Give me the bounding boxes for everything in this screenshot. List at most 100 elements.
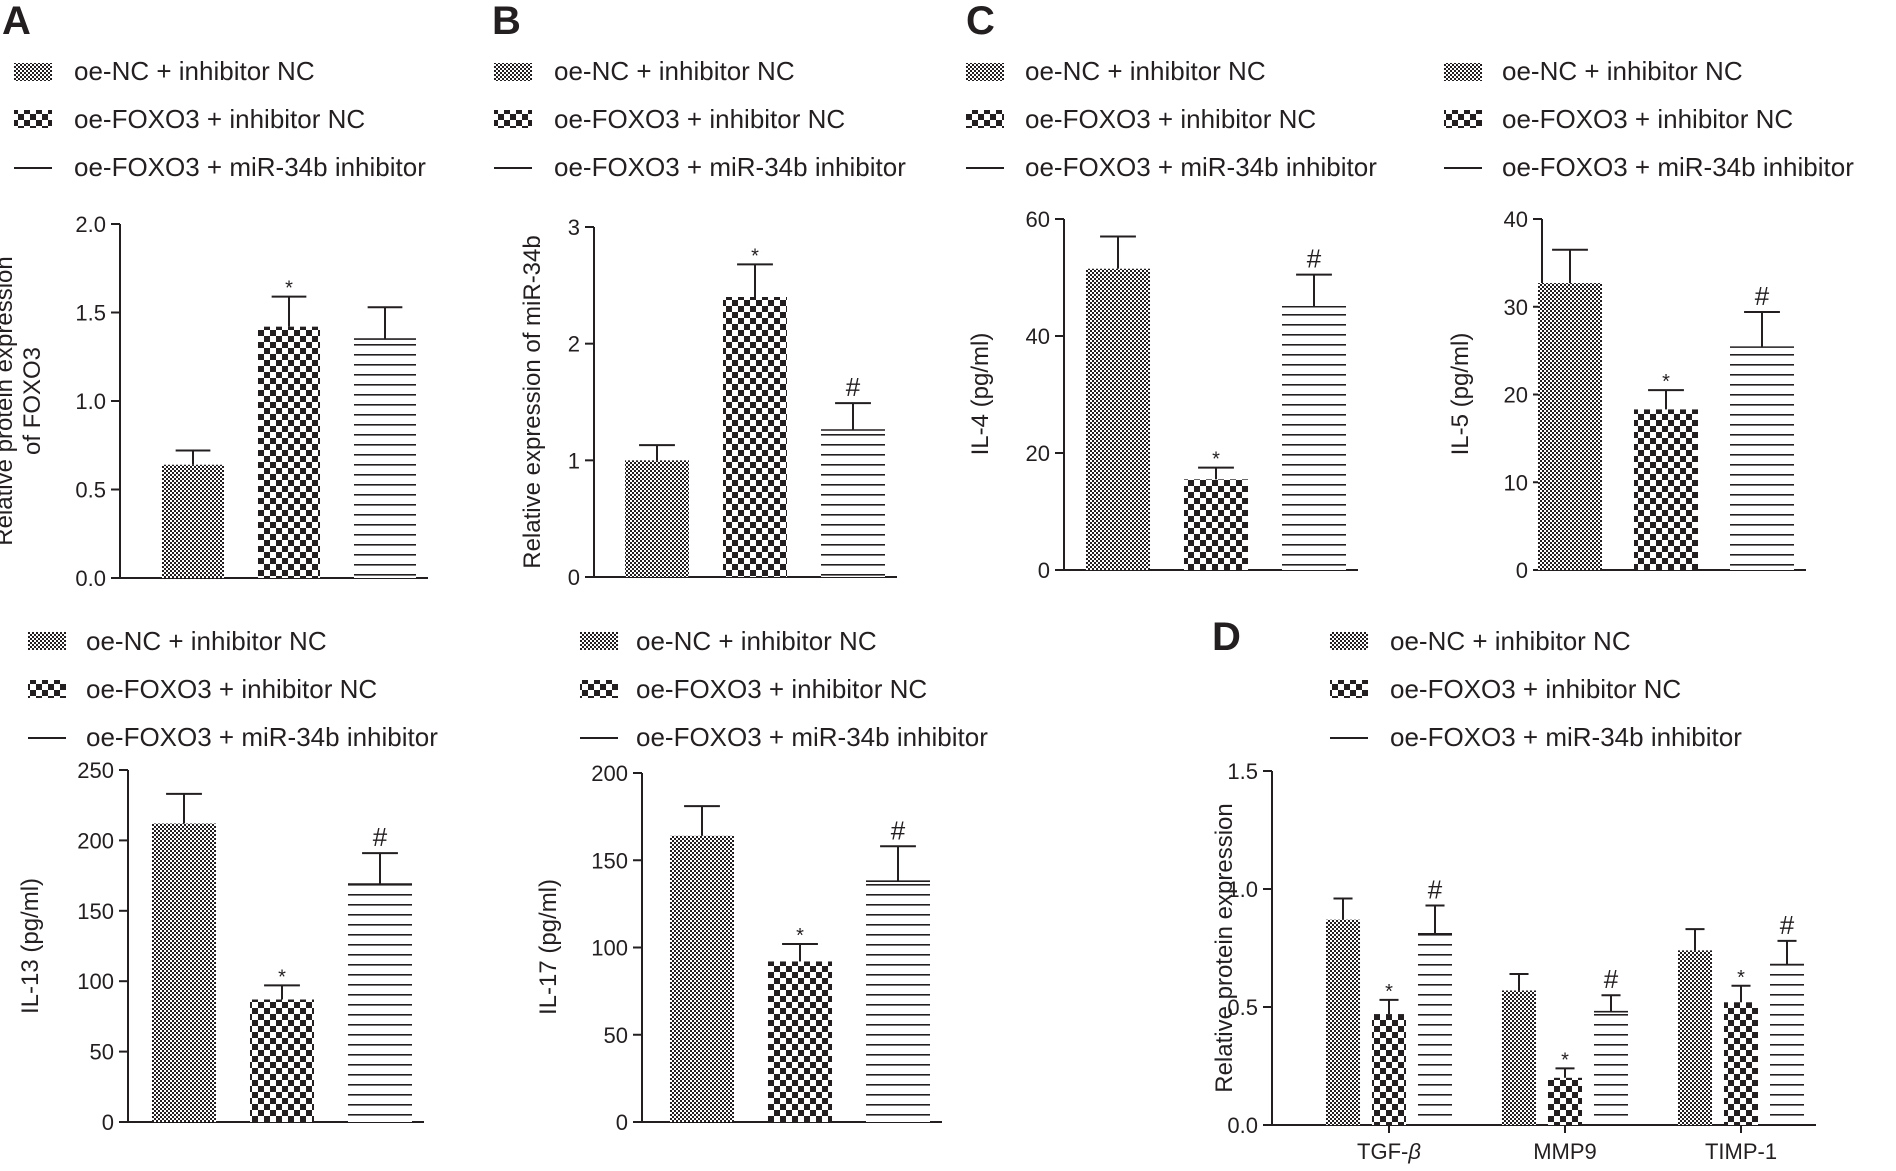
legend-swatch-fine xyxy=(966,63,1004,81)
chart-il17: 0 50 100 150 200 IL-17 (pg/ml) * # xyxy=(535,761,942,1135)
chart-mir34b-expression: 0 1 2 3 Relative expression of miR-34b * # xyxy=(519,215,897,590)
bar xyxy=(1184,479,1248,570)
legend-c-bottom-right: oe-NC + inhibitor NC oe-FOXO3 + inhibito… xyxy=(580,626,988,752)
y-tick-label: 2 xyxy=(568,332,580,357)
significance-hash: # xyxy=(891,815,906,845)
bar xyxy=(625,460,689,577)
y-tick-label: 150 xyxy=(77,899,114,924)
bar xyxy=(152,823,216,1122)
panel-label-a: A xyxy=(2,0,31,43)
legend-label: oe-FOXO3 + inhibitor NC xyxy=(1025,104,1316,134)
significance-hash: # xyxy=(1604,964,1619,994)
panel-label-d: D xyxy=(1212,615,1241,659)
legend-label: oe-FOXO3 + miR-34b inhibitor xyxy=(554,152,906,182)
legend-label: oe-FOXO3 + inhibitor NC xyxy=(86,674,377,704)
panel-label-b: B xyxy=(492,0,521,43)
chart-il13: 0 50 100 150 200 250 IL-13 (pg/ml) * # xyxy=(17,758,424,1135)
bar xyxy=(1770,964,1804,1125)
significance-hash: # xyxy=(1428,875,1443,905)
chart-il5: 0 10 20 30 40 IL-5 (pg/ml) * # xyxy=(1447,207,1806,583)
y-tick-label: 1.5 xyxy=(1227,759,1258,784)
y-tick-label: 1 xyxy=(568,448,580,473)
bar xyxy=(1548,1077,1582,1125)
bar xyxy=(1282,306,1346,570)
legend-swatch-fine xyxy=(1330,632,1368,650)
bar xyxy=(258,326,320,578)
significance-star: * xyxy=(1561,1049,1569,1071)
y-tick-label: 1.0 xyxy=(1227,877,1258,902)
y-tick-label: 100 xyxy=(591,936,628,961)
bar xyxy=(1086,268,1150,570)
y-tick-label: 50 xyxy=(604,1023,628,1048)
bar xyxy=(1418,933,1452,1125)
bar xyxy=(354,339,416,578)
legend-label: oe-FOXO3 + miR-34b inhibitor xyxy=(86,722,438,752)
bar xyxy=(250,999,314,1122)
y-tick-label: 20 xyxy=(1026,441,1050,466)
y-tick-label: 0.0 xyxy=(1227,1113,1258,1138)
bar xyxy=(1538,283,1602,570)
legend-label: oe-NC + inhibitor NC xyxy=(74,56,315,86)
significance-hash: # xyxy=(1755,281,1770,311)
y-tick-label: 50 xyxy=(90,1040,114,1065)
bar xyxy=(1724,1002,1758,1125)
legend-label: oe-NC + inhibitor NC xyxy=(1502,56,1743,86)
bar xyxy=(1730,347,1794,570)
y-axis-label: Relative expression of miR-34b xyxy=(519,235,546,568)
bar xyxy=(1678,950,1712,1125)
x-tick-label: TGF-β xyxy=(1357,1139,1421,1164)
y-axis-label: IL-13 (pg/ml) xyxy=(17,878,44,1014)
bar xyxy=(768,961,832,1122)
x-tick-label-greek: β xyxy=(1407,1139,1421,1164)
legend-label: oe-NC + inhibitor NC xyxy=(636,626,877,656)
legend-label: oe-FOXO3 + miR-34b inhibitor xyxy=(74,152,426,182)
legend-swatch-fine xyxy=(14,63,52,81)
y-axis-label: Relative protein expression xyxy=(0,256,18,546)
chart-foxo3-protein: 0.0 0.5 1.0 1.5 2.0 Relative protein expressi… xyxy=(0,212,428,591)
significance-star: * xyxy=(1662,371,1670,393)
y-tick-label: 1.0 xyxy=(75,389,106,414)
legend-a: oe-NC + inhibitor NC oe-FOXO3 + inhibito… xyxy=(14,56,426,182)
y-tick-label: 60 xyxy=(1026,207,1050,232)
y-tick-label: 0.0 xyxy=(75,566,106,591)
significance-star: * xyxy=(1385,981,1393,1003)
legend-label: oe-FOXO3 + miR-34b inhibitor xyxy=(1502,152,1854,182)
y-axis-label: Relative protein expression xyxy=(1211,803,1238,1093)
y-tick-label: 3 xyxy=(568,215,580,240)
y-tick-label: 2.0 xyxy=(75,212,106,237)
chart-tgfb-mmp9-timp1: 0.0 0.5 1.0 1.5 Relative protein expression *… xyxy=(1211,759,1816,1164)
legend-swatch-coarse xyxy=(1444,110,1482,128)
significance-star: * xyxy=(1737,967,1745,989)
legend-label: oe-FOXO3 + miR-34b inhibitor xyxy=(1390,722,1742,752)
legend-swatch-coarse xyxy=(28,680,66,698)
bar xyxy=(723,297,787,577)
bar xyxy=(1502,990,1536,1125)
y-tick-label: 1.5 xyxy=(75,301,106,326)
legend-swatch-coarse xyxy=(966,110,1004,128)
bar xyxy=(821,430,885,577)
significance-hash: # xyxy=(846,372,861,402)
y-tick-label: 10 xyxy=(1504,470,1528,495)
x-tick-label: TIMP-1 xyxy=(1705,1139,1777,1164)
y-axis-label: IL-17 (pg/ml) xyxy=(535,879,562,1015)
y-tick-label: 150 xyxy=(591,848,628,873)
legend-label: oe-FOXO3 + inhibitor NC xyxy=(1502,104,1793,134)
significance-hash: # xyxy=(1780,910,1795,940)
legend-label: oe-FOXO3 + inhibitor NC xyxy=(554,104,845,134)
y-tick-label: 250 xyxy=(77,758,114,783)
bar xyxy=(866,881,930,1122)
legend-swatch-fine xyxy=(494,63,532,81)
legend-label: oe-NC + inhibitor NC xyxy=(1025,56,1266,86)
y-tick-label: 0.5 xyxy=(1227,995,1258,1020)
significance-star: * xyxy=(1212,449,1220,471)
legend-label: oe-FOXO3 + inhibitor NC xyxy=(74,104,365,134)
y-tick-label: 40 xyxy=(1504,207,1528,232)
significance-star: * xyxy=(285,278,293,300)
legend-swatch-coarse xyxy=(14,110,52,128)
bar xyxy=(1326,919,1360,1125)
significance-hash: # xyxy=(373,822,388,852)
legend-label: oe-NC + inhibitor NC xyxy=(86,626,327,656)
legend-d: oe-NC + inhibitor NC oe-FOXO3 + inhibito… xyxy=(1330,626,1742,752)
y-tick-label: 200 xyxy=(591,761,628,786)
y-axis-label: IL-4 (pg/ml) xyxy=(967,333,994,456)
